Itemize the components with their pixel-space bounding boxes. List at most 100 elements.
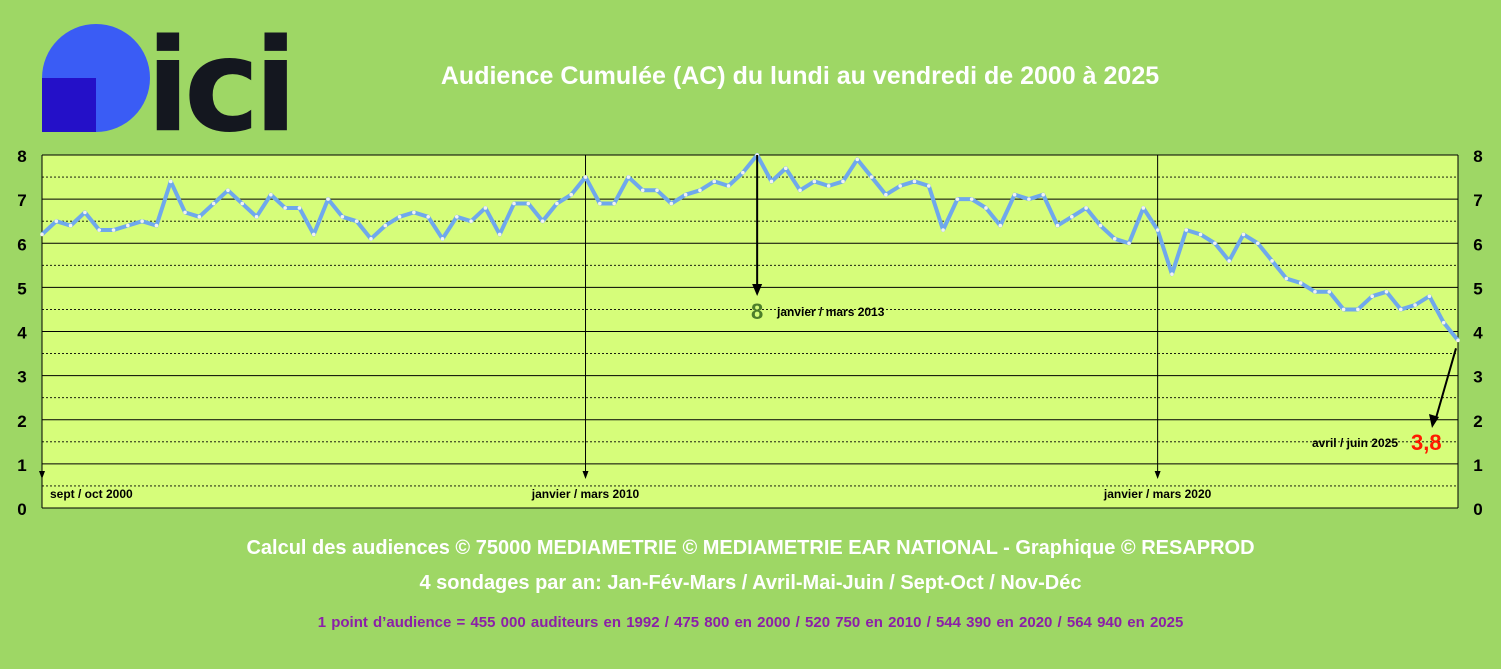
y-axis-right: 0 1 2 3 4 5 6 7 8 <box>1473 147 1483 519</box>
data-point <box>769 179 774 184</box>
data-point <box>612 201 616 206</box>
data-point <box>197 214 202 219</box>
data-point <box>1170 272 1174 276</box>
data-point <box>1141 206 1146 210</box>
data-point <box>369 237 373 241</box>
y-tick-label-left: 3 <box>17 368 26 387</box>
data-point <box>798 188 802 193</box>
data-points <box>40 153 1460 343</box>
y-tick-label-right: 3 <box>1473 368 1482 387</box>
y-tick-label-left: 4 <box>17 324 27 343</box>
data-point <box>1327 289 1332 294</box>
y-tick-label-left: 2 <box>17 412 26 431</box>
data-point <box>1184 228 1189 232</box>
data-point <box>1227 259 1231 263</box>
y-tick-label-right: 5 <box>1473 279 1482 298</box>
data-point <box>812 179 817 184</box>
data-point <box>855 157 860 162</box>
data-point <box>712 179 717 184</box>
data-point <box>154 223 159 228</box>
last-arrow-head <box>1429 414 1439 428</box>
data-point <box>226 188 230 193</box>
data-point <box>655 188 659 193</box>
ici-logo: ici <box>42 22 298 134</box>
data-point <box>426 214 430 219</box>
max-value-label: 8 <box>751 299 763 324</box>
data-point <box>1098 223 1103 228</box>
y-tick-label-right: 2 <box>1473 412 1482 431</box>
data-point <box>1155 228 1160 232</box>
y-tick-label-right: 1 <box>1473 456 1482 475</box>
data-point <box>969 197 974 201</box>
data-point <box>1356 307 1360 312</box>
last-value-label: 3,8 <box>1411 430 1442 455</box>
data-point <box>998 223 1003 228</box>
data-point <box>1112 237 1117 241</box>
data-point <box>1384 289 1389 294</box>
max-arrow-head <box>752 284 763 296</box>
data-point <box>884 192 888 197</box>
logo-text: ici <box>146 22 292 134</box>
last-period-label: avril / juin 2025 <box>1312 436 1398 450</box>
data-point <box>297 206 302 210</box>
data-point <box>1456 338 1460 343</box>
data-point <box>54 219 59 223</box>
surveys-text: 4 sondages par an: Jan-Fév-Mars / Avril-… <box>419 572 1082 594</box>
data-point <box>1413 303 1417 307</box>
data-point <box>1012 192 1017 197</box>
data-point <box>1084 206 1088 210</box>
chart-title: Audience Cumulée (AC) du lundi au vendre… <box>440 62 1160 90</box>
data-point <box>926 184 931 188</box>
data-point <box>326 197 330 201</box>
max-period-label: janvier / mars 2013 <box>776 305 885 319</box>
data-point <box>1027 197 1031 201</box>
period-marker-arrow <box>1154 471 1161 479</box>
audience-points-text: 1 point d’audience = 455 000 auditeurs e… <box>317 614 1184 631</box>
data-point <box>168 179 173 184</box>
y-tick-label-right: 8 <box>1473 147 1482 166</box>
data-point <box>140 219 144 223</box>
data-point <box>340 214 345 219</box>
data-point <box>97 228 102 232</box>
y-tick-label-right: 4 <box>1473 324 1483 343</box>
data-point <box>1441 320 1446 325</box>
period-marker-label: janvier / mars 2020 <box>1103 487 1212 501</box>
data-point <box>698 188 702 193</box>
y-tick-label-left: 5 <box>17 279 26 298</box>
y-tick-label-left: 6 <box>17 235 26 254</box>
data-point <box>311 232 316 237</box>
data-point <box>1198 232 1203 237</box>
y-tick-label-right: 7 <box>1473 191 1482 210</box>
data-point <box>1313 289 1317 294</box>
data-point <box>941 228 945 232</box>
gridlines <box>41 154 1459 509</box>
data-point <box>583 175 588 179</box>
data-point <box>40 232 44 237</box>
data-point <box>397 214 402 219</box>
data-point <box>1041 192 1046 197</box>
data-point <box>1070 214 1074 219</box>
data-point <box>469 219 473 223</box>
data-point <box>1127 241 1131 246</box>
annotations: 8 janvier / mars 2013 avril / juin 2025 3,8 <box>751 155 1457 455</box>
y-axis-left: 0 1 2 3 4 5 6 7 8 <box>17 147 27 519</box>
y-tick-label-left: 7 <box>17 191 26 210</box>
data-point <box>454 214 459 219</box>
data-point <box>1427 294 1432 299</box>
data-point <box>254 214 259 219</box>
data-point <box>211 201 216 206</box>
data-point <box>126 223 130 228</box>
data-point <box>383 223 388 228</box>
credits-text: Calcul des audiences © 75000 MEDIAMETRIE… <box>246 537 1255 559</box>
audience-chart: 0 1 2 3 4 5 6 7 8 0 1 2 3 4 5 6 7 8 sept / oct 2000 janvi… <box>17 147 1483 519</box>
data-point <box>540 219 545 223</box>
data-point <box>841 179 845 184</box>
data-point <box>526 201 531 206</box>
data-point <box>483 206 488 210</box>
data-point <box>1370 294 1374 299</box>
period-marker-label: sept / oct 2000 <box>50 487 133 501</box>
data-point <box>1255 241 1260 246</box>
data-point <box>1241 232 1246 237</box>
period-marker-label: janvier / mars 2010 <box>531 487 640 501</box>
data-point <box>626 175 631 179</box>
